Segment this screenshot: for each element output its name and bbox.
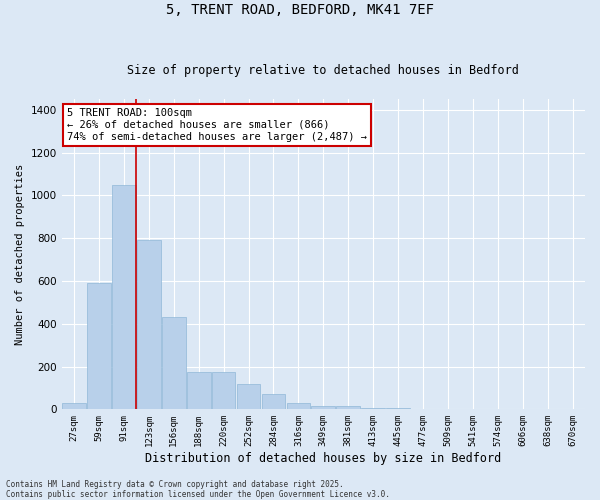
Y-axis label: Number of detached properties: Number of detached properties xyxy=(15,164,25,345)
Bar xyxy=(187,372,211,410)
Bar xyxy=(62,403,86,409)
Bar xyxy=(212,372,235,410)
Bar xyxy=(237,384,260,409)
X-axis label: Distribution of detached houses by size in Bedford: Distribution of detached houses by size … xyxy=(145,452,502,465)
Bar xyxy=(311,406,335,409)
Text: Contains HM Land Registry data © Crown copyright and database right 2025.
Contai: Contains HM Land Registry data © Crown c… xyxy=(6,480,390,499)
Bar xyxy=(162,318,185,410)
Bar xyxy=(386,408,410,410)
Bar xyxy=(337,406,360,409)
Text: 5, TRENT ROAD, BEDFORD, MK41 7EF: 5, TRENT ROAD, BEDFORD, MK41 7EF xyxy=(166,2,434,16)
Bar xyxy=(287,403,310,409)
Bar xyxy=(137,240,161,410)
Bar xyxy=(112,184,136,410)
Bar xyxy=(87,283,111,410)
Text: 5 TRENT ROAD: 100sqm
← 26% of detached houses are smaller (866)
74% of semi-deta: 5 TRENT ROAD: 100sqm ← 26% of detached h… xyxy=(67,108,367,142)
Bar xyxy=(361,408,385,410)
Title: Size of property relative to detached houses in Bedford: Size of property relative to detached ho… xyxy=(127,64,519,77)
Bar xyxy=(262,394,286,409)
